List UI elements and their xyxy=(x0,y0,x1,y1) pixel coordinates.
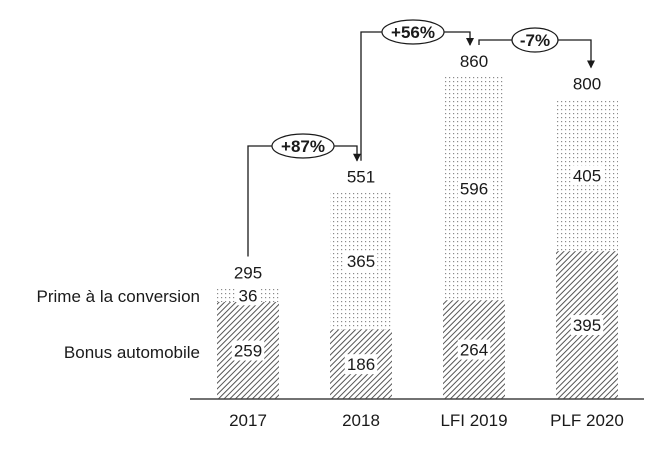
value-label-bg xyxy=(231,340,265,361)
growth-annotation-2: +56% xyxy=(360,19,474,161)
value-label-bg xyxy=(236,285,260,306)
total-label-2017: 295 xyxy=(234,264,262,283)
legend-label-prime: Prime à la conversion xyxy=(37,287,200,306)
value-label-bg xyxy=(344,354,378,375)
total-label-lfi-2019: 860 xyxy=(460,52,488,71)
total-label-plf-2020: 800 xyxy=(573,74,601,93)
legend-label-bonus: Bonus automobile xyxy=(64,343,200,362)
x-tick-label-plf-2020: PLF 2020 xyxy=(550,411,624,430)
growth-label: +56% xyxy=(391,23,435,42)
x-tick-label-2017: 2017 xyxy=(229,411,267,430)
value-label-prime-la-conversion-2018: 365 xyxy=(347,252,375,271)
growth-annotation-1: +87% xyxy=(247,133,361,257)
growth-annotation-3: -7% xyxy=(478,27,595,69)
growth-oval xyxy=(511,27,559,53)
x-tick-label-lfi-2019: LFI 2019 xyxy=(440,411,507,430)
value-label-bonus-automobile-lfi-2019: 264 xyxy=(460,341,488,360)
growth-label: +87% xyxy=(281,137,325,156)
value-label-prime-la-conversion-plf-2020: 405 xyxy=(573,166,601,185)
x-tick-label-2018: 2018 xyxy=(342,411,380,430)
value-label-bonus-automobile-2017: 259 xyxy=(234,342,262,361)
value-label-bg xyxy=(344,251,378,272)
value-label-bg xyxy=(457,339,491,360)
value-label-prime-la-conversion-lfi-2019: 596 xyxy=(460,180,488,199)
total-label-2018: 551 xyxy=(347,168,375,187)
value-label-bg xyxy=(457,178,491,199)
value-label-bg xyxy=(570,315,604,336)
growth-oval xyxy=(271,133,335,159)
value-label-bonus-automobile-2018: 186 xyxy=(347,355,375,374)
value-label-bonus-automobile-plf-2020: 395 xyxy=(573,316,601,335)
growth-oval xyxy=(381,19,445,45)
growth-label: -7% xyxy=(520,31,550,50)
value-label-prime-la-conversion-2017: 36 xyxy=(239,286,258,305)
value-label-bg xyxy=(570,165,604,186)
